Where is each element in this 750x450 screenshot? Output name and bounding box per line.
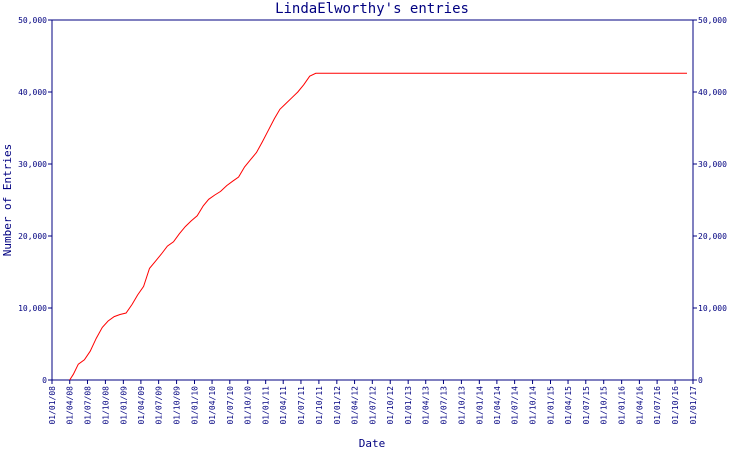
y-tick-label-right: 0 — [698, 376, 703, 385]
x-tick-label: 01/01/10 — [191, 386, 200, 425]
y-axis-left: 0 10,000 20,000 30,000 40,000 50,000 — [18, 16, 52, 385]
x-tick-label: 01/04/13 — [422, 386, 431, 425]
x-tick-label: 01/10/12 — [386, 386, 395, 425]
plot-frame — [51, 19, 694, 381]
y-tick-label-left: 30,000 — [18, 160, 47, 169]
x-tick-label: 01/10/11 — [315, 386, 324, 425]
x-tick-label: 01/01/12 — [333, 386, 342, 425]
y-axis-title: Number of Entries — [1, 144, 14, 257]
y-tick-label-right: 20,000 — [698, 232, 727, 241]
x-tick-label: 01/07/16 — [653, 386, 662, 425]
y-tick-label-left: 0 — [42, 376, 47, 385]
x-tick-label: 01/10/10 — [244, 386, 253, 425]
y-tick-label-right: 40,000 — [698, 88, 727, 97]
x-tick-label: 01/01/13 — [404, 386, 413, 425]
x-tick-label: 01/01/11 — [262, 386, 271, 425]
x-tick-label: 01/01/09 — [119, 386, 128, 425]
x-axis: 01/01/08 01/04/08 01/07/08 01/10/08 01/01/09… — [48, 380, 698, 425]
series-line — [69, 72, 687, 381]
y-axis-right: 0 10,000 20,000 30,000 40,000 50,000 — [693, 16, 727, 385]
x-tick-label: 01/04/08 — [66, 386, 75, 425]
x-tick-label: 01/01/17 — [689, 386, 698, 425]
x-tick-label: 01/04/12 — [351, 386, 360, 425]
x-tick-label: 01/07/14 — [511, 386, 520, 425]
x-tick-label: 01/07/08 — [83, 386, 92, 425]
x-tick-label: 01/10/13 — [457, 386, 466, 425]
y-tick-label-left: 10,000 — [18, 304, 47, 313]
y-tick-label-left: 50,000 — [18, 16, 47, 25]
x-tick-label: 01/07/12 — [368, 386, 377, 425]
x-tick-label: 01/04/14 — [493, 386, 502, 425]
x-tick-label: 01/04/11 — [279, 386, 288, 425]
x-tick-label: 01/07/10 — [226, 386, 235, 425]
x-tick-label: 01/01/16 — [618, 386, 627, 425]
y-tick-label-left: 40,000 — [18, 88, 47, 97]
x-tick-label: 01/04/10 — [208, 386, 217, 425]
chart-title: LindaElworthy's entries — [275, 1, 469, 17]
series-group — [69, 72, 687, 381]
x-tick-label: 01/04/16 — [635, 386, 644, 425]
y-tick-label-right: 10,000 — [698, 304, 727, 313]
x-tick-label: 01/07/11 — [297, 386, 306, 425]
x-tick-label: 01/07/15 — [582, 386, 591, 425]
x-tick-label: 01/10/15 — [600, 386, 609, 425]
x-tick-label: 01/10/08 — [101, 386, 110, 425]
x-tick-label: 01/10/14 — [529, 386, 538, 425]
x-tick-label: 01/01/15 — [546, 386, 555, 425]
x-tick-label: 01/10/09 — [173, 386, 182, 425]
x-tick-label: 01/04/15 — [564, 386, 573, 425]
y-tick-label-left: 20,000 — [18, 232, 47, 241]
x-tick-label: 01/07/13 — [439, 386, 448, 425]
x-tick-label: 01/07/09 — [155, 386, 164, 425]
x-axis-title: Date — [359, 437, 386, 450]
x-tick-label: 01/01/08 — [48, 386, 57, 425]
x-tick-label: 01/01/14 — [475, 386, 484, 425]
y-tick-label-right: 30,000 — [698, 160, 727, 169]
y-tick-label-right: 50,000 — [698, 16, 727, 25]
x-tick-label: 01/04/09 — [137, 386, 146, 425]
x-tick-label: 01/10/16 — [671, 386, 680, 425]
